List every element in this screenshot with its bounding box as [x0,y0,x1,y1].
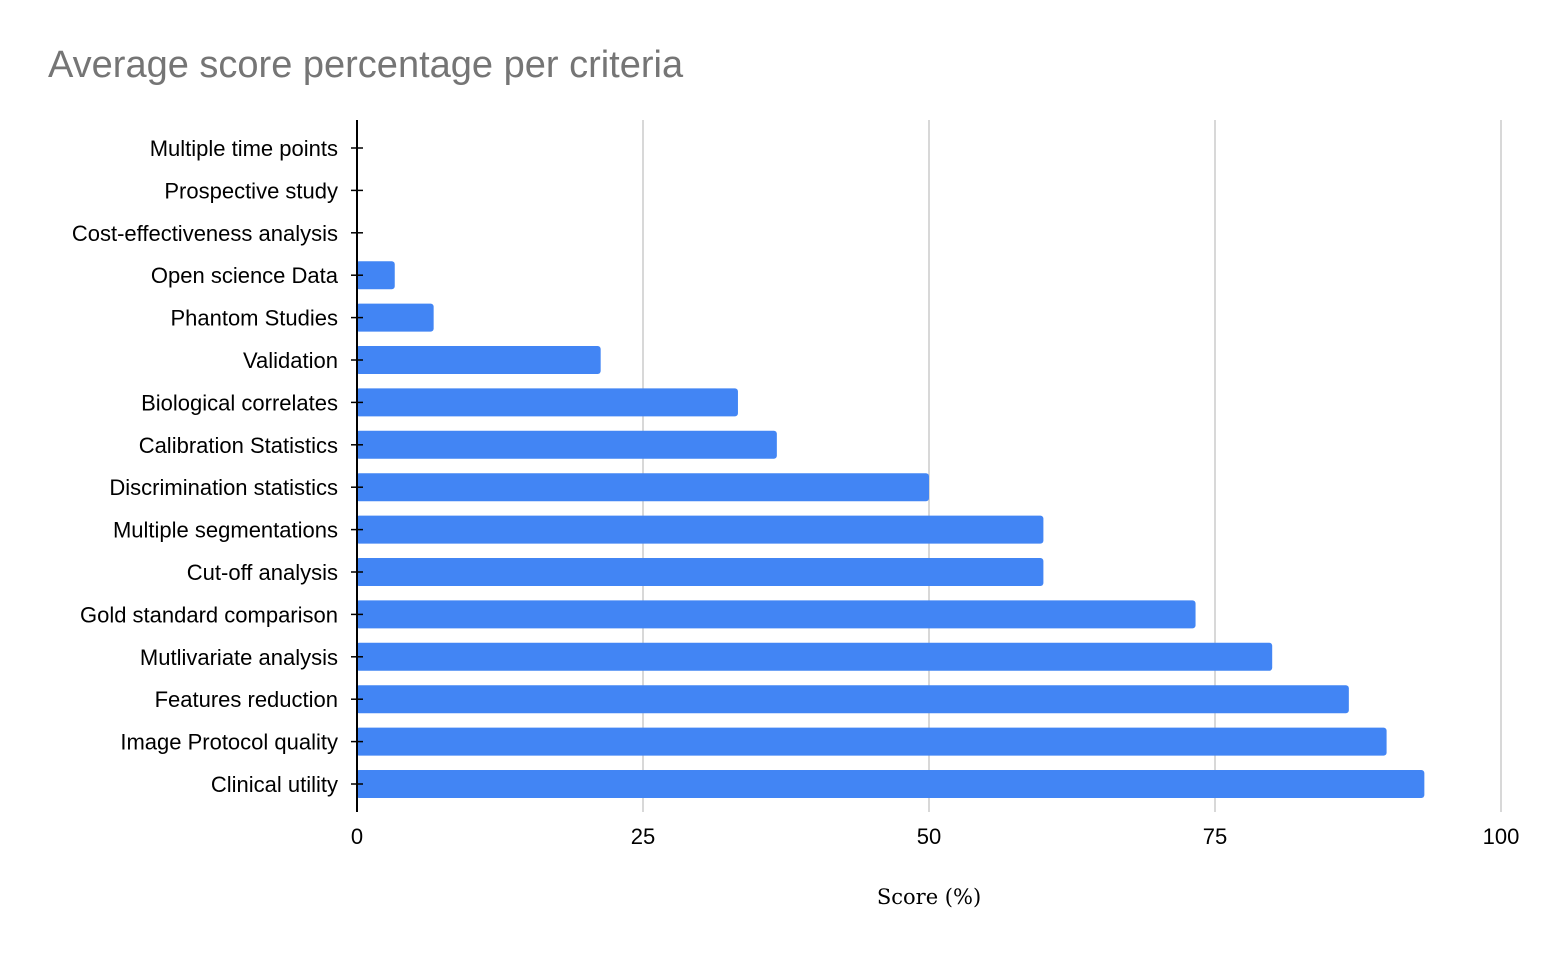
bar-4 [356,303,434,332]
category-label: Validation [243,348,338,373]
y-axis [351,120,363,812]
x-tick-label: 50 [917,824,941,849]
category-label: Biological correlates [141,390,338,415]
category-label: Phantom Studies [170,306,338,331]
category-label: Clinical utility [211,772,338,797]
bar-15 [356,770,1425,798]
category-label: Cut-off analysis [187,560,338,585]
bar-14 [356,727,1387,756]
category-label: Prospective study [164,178,338,203]
x-tick-labels: 0 25 50 75 100 [351,824,1519,849]
category-label: Mutlivariate analysis [140,645,338,670]
category-label: Image Protocol quality [120,730,338,755]
bar-6 [356,388,738,417]
bar-5 [356,346,601,374]
category-label: Open science Data [151,263,339,288]
category-label: Discrimination statistics [109,475,338,500]
bar-7 [356,430,777,459]
x-tick-label: 25 [631,824,655,849]
x-axis-title: Score (%) [877,885,981,909]
bar-8 [356,473,929,502]
bar-11 [356,600,1196,629]
bar-12 [356,642,1273,671]
bar-9 [356,515,1044,544]
bars [356,261,1425,798]
x-tick-label: 75 [1203,824,1227,849]
category-label: Cost-effectiveness analysis [72,221,338,246]
x-tick-label: 0 [351,824,363,849]
chart-title: Average score percentage per criteria [48,44,684,86]
bar-10 [356,558,1044,586]
category-label: Calibration Statistics [139,433,338,458]
x-tick-label: 100 [1483,824,1520,849]
category-labels: Multiple time points Prospective study Cos… [72,136,339,797]
category-label: Multiple segmentations [113,518,338,543]
category-label: Multiple time points [150,136,338,161]
category-label: Gold standard comparison [80,602,338,627]
bar-3 [356,261,395,290]
bar-13 [356,685,1349,714]
category-label: Features reduction [155,687,338,712]
